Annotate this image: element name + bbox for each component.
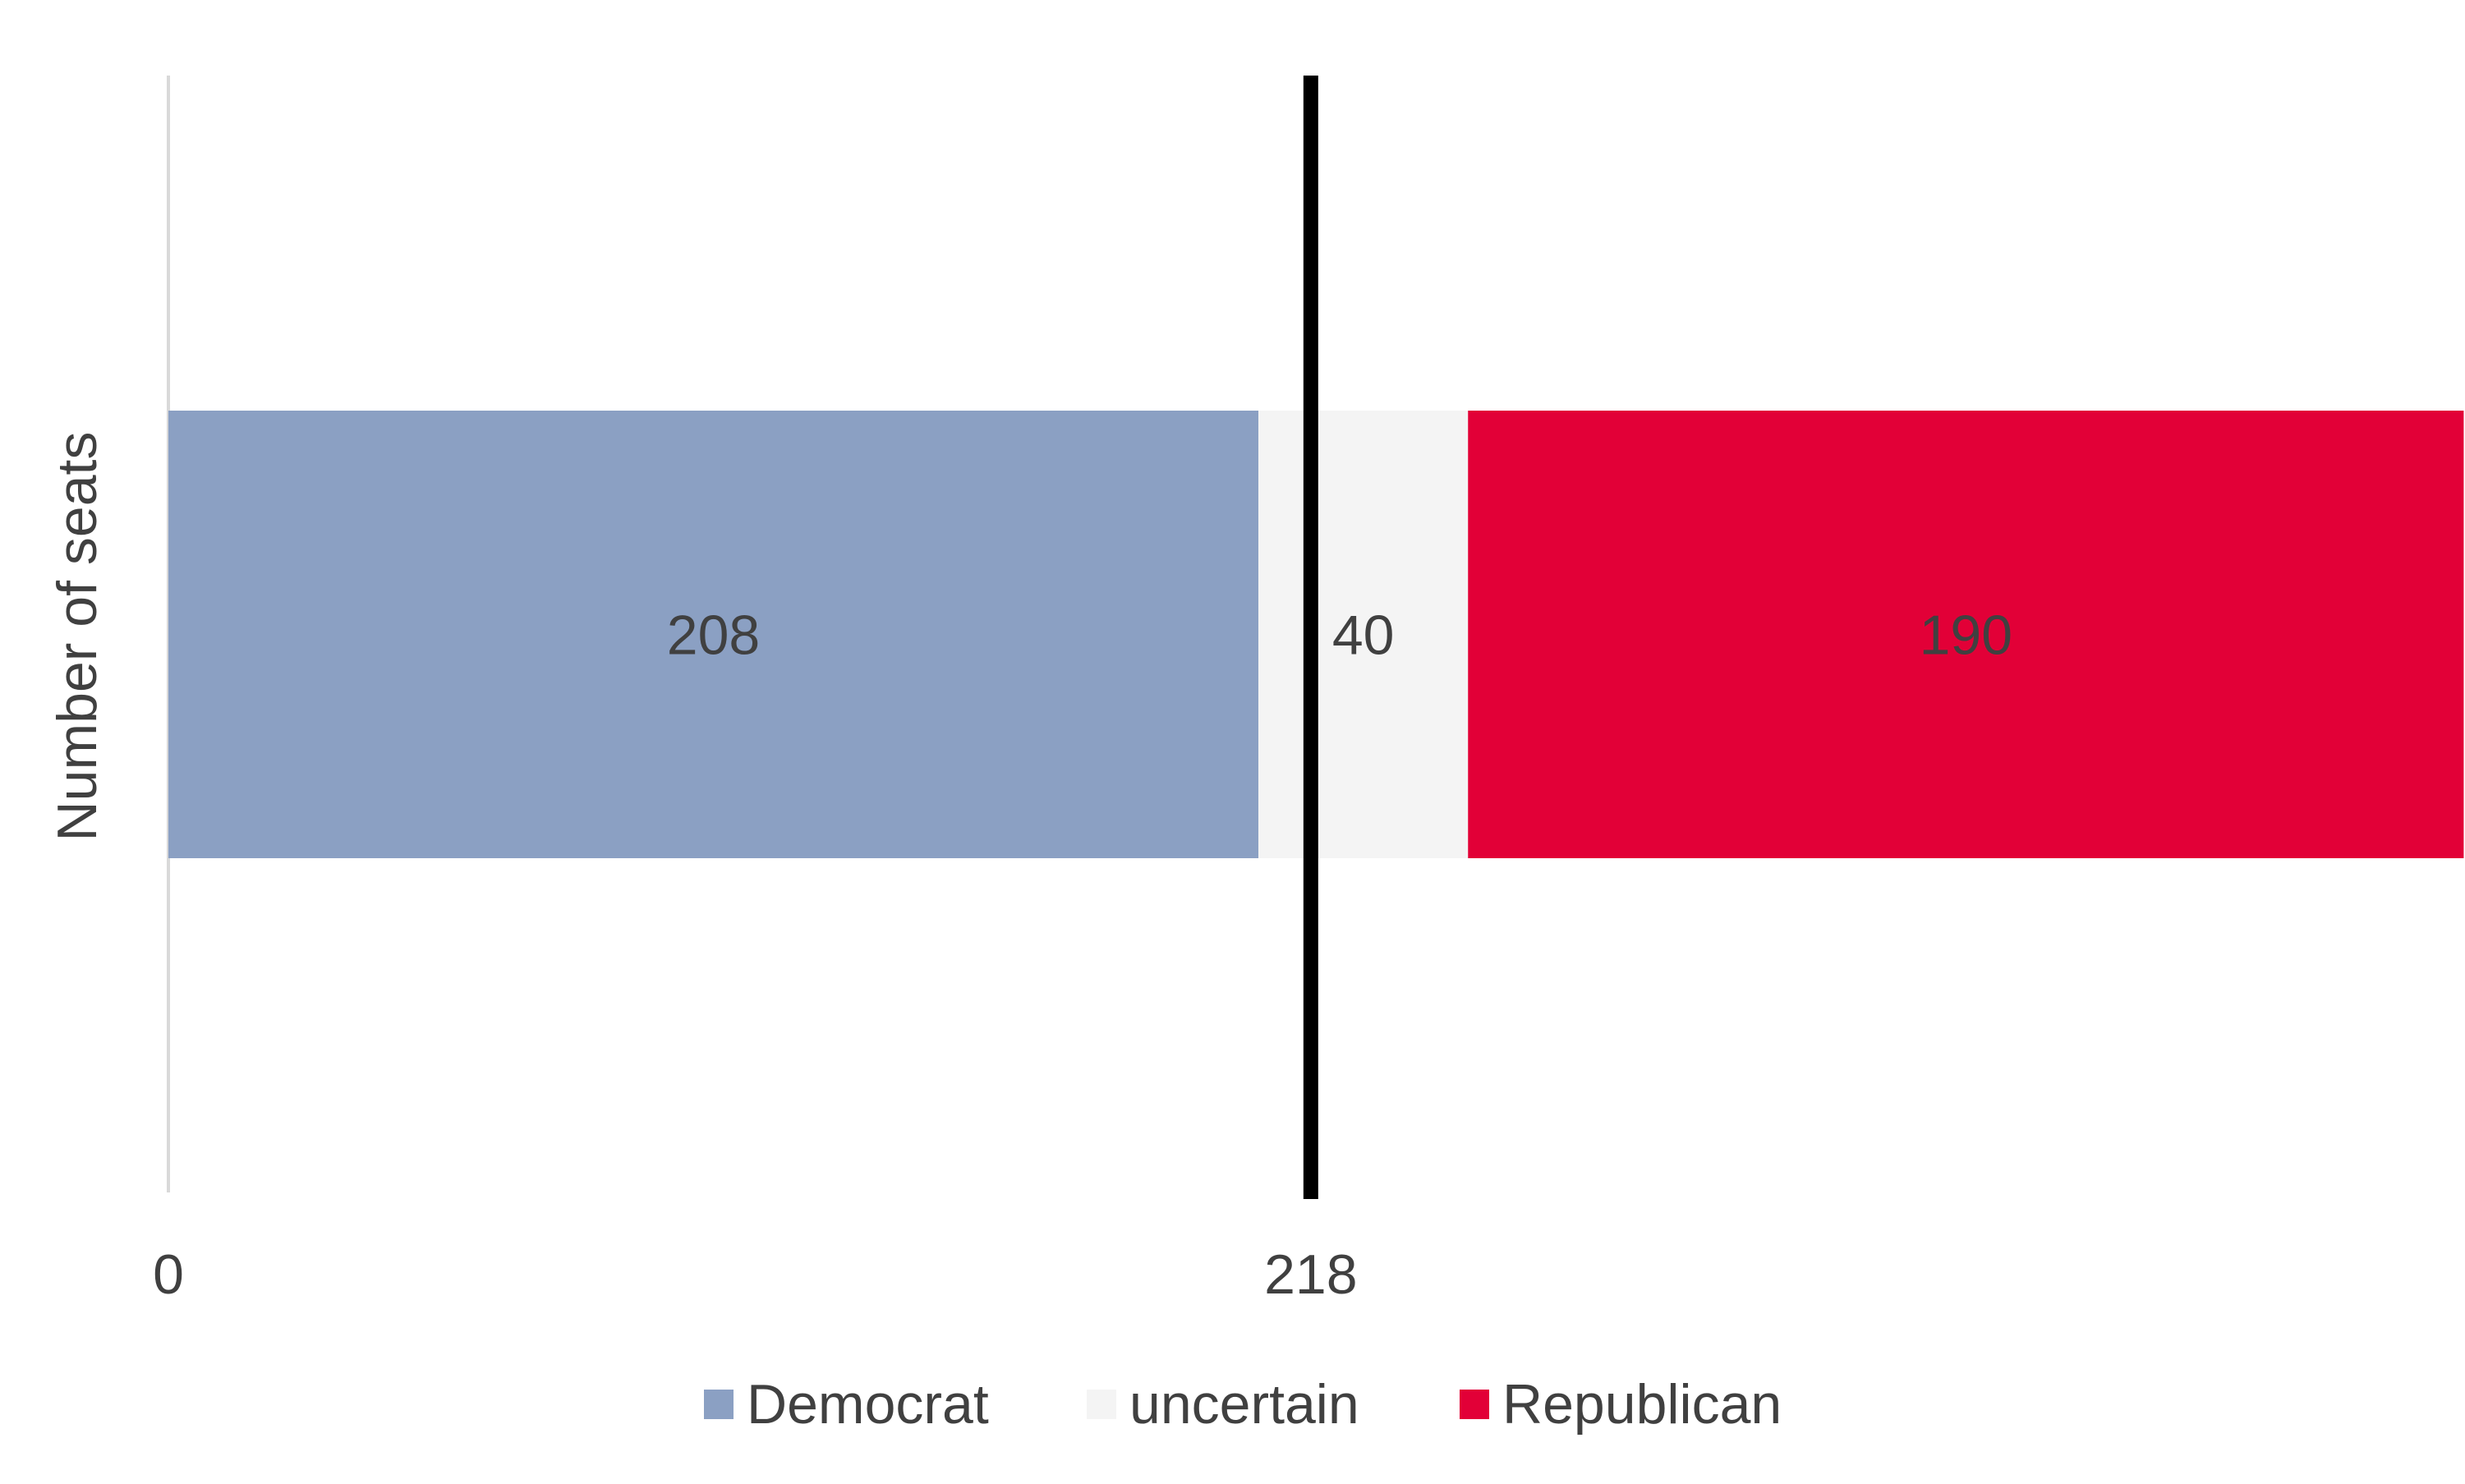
legend-item-republican: Republican — [1460, 1373, 1782, 1436]
legend-label: Republican — [1502, 1373, 1782, 1436]
legend-item-democrat: Democrat — [704, 1373, 989, 1436]
legend-swatch — [1087, 1390, 1116, 1419]
y-axis-title: Number of seats — [46, 432, 108, 842]
data-label-republican: 190 — [1920, 604, 2012, 667]
data-label-uncertain: 40 — [1332, 604, 1395, 667]
legend-label: Democrat — [747, 1373, 989, 1436]
data-label-democrat: 208 — [667, 604, 760, 667]
bar-republican — [1468, 411, 2464, 858]
legend: Democrat uncertain Republican — [704, 1373, 1782, 1436]
bars — [168, 411, 2464, 858]
data-labels: 208 40 190 — [667, 604, 2012, 667]
bar-democrat — [168, 411, 1259, 858]
legend-swatch — [1460, 1390, 1489, 1419]
x-tick-label: 218 — [1264, 1243, 1357, 1306]
bar-uncertain — [1258, 411, 1469, 858]
legend-label: uncertain — [1129, 1373, 1359, 1436]
legend-swatch — [704, 1390, 734, 1419]
x-tick-label: 0 — [153, 1243, 184, 1306]
x-tick-labels: 0 218 — [153, 1243, 1357, 1306]
legend-item-uncertain: uncertain — [1087, 1373, 1359, 1436]
